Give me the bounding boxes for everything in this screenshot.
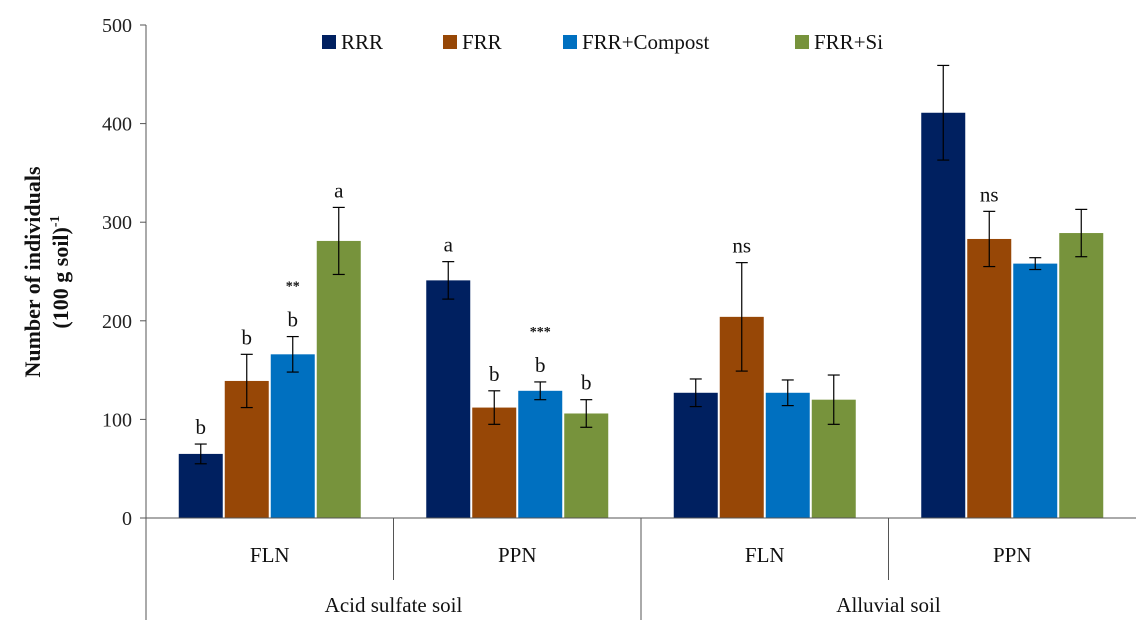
y-axis-title: Number of individuals (100 g soil)-1 <box>20 166 73 378</box>
chart-legend: RRR FRR FRR+Compost FRR+Si <box>322 30 883 54</box>
bar-frr-compost <box>518 390 563 518</box>
bar-frr-si <box>1059 233 1104 518</box>
bar-rrr <box>426 280 471 518</box>
legend-label: FRR <box>462 30 502 54</box>
significance-label: b <box>535 353 546 377</box>
y-tick-label: 500 <box>102 15 132 37</box>
y-tick-label: 200 <box>102 311 132 333</box>
significance-label: b <box>242 325 253 349</box>
x-category-label: FLN <box>745 543 785 567</box>
significance-label: b <box>288 308 299 332</box>
x-axis: FLN PPN Acid sulfate soil FLN PPN Alluvial so… <box>146 517 1136 620</box>
bar-frr-si <box>564 413 609 518</box>
bar-frr-compost <box>765 392 810 518</box>
legend-label: FRR+Compost <box>582 30 710 54</box>
bar-frr <box>967 238 1012 518</box>
x-category-label: FLN <box>250 543 290 567</box>
legend-swatch <box>322 35 336 49</box>
legend-swatch <box>563 35 577 49</box>
significance-label: b <box>196 415 207 439</box>
y-tick-label: 0 <box>122 508 132 530</box>
plot-area: b b b ** a a b b *** b ns ns <box>178 64 1104 518</box>
legend-label: FRR+Si <box>814 30 883 54</box>
bar-rrr <box>178 453 223 518</box>
bar-rrr <box>673 392 718 518</box>
significance-label: a <box>444 233 454 257</box>
y-axis-title-line2: (100 g soil) <box>48 227 73 328</box>
y-axis: 0 100 200 300 400 500 <box>102 15 147 620</box>
legend-label: RRR <box>341 30 383 54</box>
significance-label: ns <box>732 234 751 258</box>
significance-label: b <box>581 371 592 395</box>
legend-swatch <box>795 35 809 49</box>
y-axis-title-line1: Number of individuals <box>20 166 45 378</box>
y-axis-title-superscript: -1 <box>48 215 63 227</box>
x-group-label: Acid sulfate soil <box>325 593 463 617</box>
x-group-label: Alluvial soil <box>836 593 941 617</box>
bar-frr <box>472 407 517 518</box>
bar-frr-compost <box>1013 263 1058 518</box>
x-category-label: PPN <box>993 543 1032 567</box>
y-tick-label: 300 <box>102 212 132 234</box>
significance-label: a <box>334 178 344 202</box>
bar-frr-compost <box>270 354 315 518</box>
x-category-label: PPN <box>498 543 537 567</box>
significance-label: b <box>489 362 500 386</box>
y-tick-label: 100 <box>102 409 132 431</box>
significance-stars: ** <box>286 280 300 295</box>
bar-frr-si <box>316 240 361 518</box>
y-tick-label: 400 <box>102 114 132 136</box>
significance-label: ns <box>980 182 999 206</box>
significance-stars: *** <box>530 325 551 340</box>
legend-swatch <box>443 35 457 49</box>
bar-rrr <box>921 112 966 518</box>
